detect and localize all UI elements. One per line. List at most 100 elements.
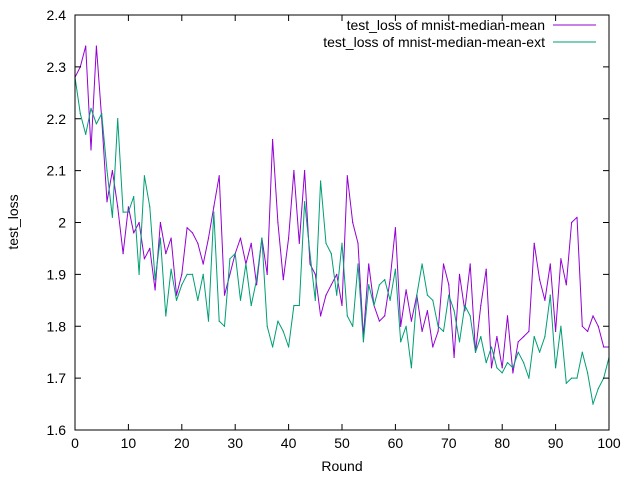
data-point bbox=[175, 294, 178, 296]
data-point bbox=[533, 336, 535, 338]
data-point bbox=[111, 170, 113, 172]
data-point bbox=[325, 242, 327, 244]
data-point bbox=[138, 273, 140, 275]
data-point bbox=[539, 351, 541, 353]
data-point bbox=[229, 273, 231, 275]
data-point bbox=[175, 299, 178, 301]
data-point bbox=[426, 294, 428, 296]
data-point bbox=[261, 237, 263, 239]
data-point bbox=[117, 118, 119, 120]
data-point bbox=[330, 284, 332, 286]
data-point bbox=[90, 149, 92, 151]
data-point bbox=[448, 294, 450, 296]
data-point bbox=[298, 304, 300, 307]
y-axis-label: test_loss bbox=[5, 194, 21, 249]
data-point bbox=[394, 227, 396, 229]
data-point bbox=[581, 351, 583, 353]
data-point bbox=[517, 341, 519, 343]
x-tick-label: 80 bbox=[494, 435, 510, 451]
data-point bbox=[501, 372, 503, 374]
data-point bbox=[389, 299, 391, 301]
data-point bbox=[587, 372, 589, 374]
y-tick-label: 1.9 bbox=[47, 266, 67, 282]
data-point bbox=[437, 325, 439, 327]
data-point bbox=[181, 284, 183, 286]
y-tick-label: 1.7 bbox=[47, 370, 67, 386]
data-point bbox=[149, 206, 151, 208]
x-tick-label: 90 bbox=[548, 435, 564, 451]
y-tick-label: 1.8 bbox=[47, 318, 67, 334]
data-point bbox=[272, 138, 274, 141]
data-point bbox=[394, 268, 396, 270]
data-point bbox=[490, 367, 493, 369]
plot-border bbox=[74, 14, 610, 431]
data-point bbox=[565, 382, 567, 384]
data-point bbox=[256, 284, 258, 286]
data-point bbox=[266, 325, 268, 327]
data-point bbox=[101, 113, 103, 115]
data-point bbox=[373, 304, 375, 307]
data-point bbox=[426, 310, 428, 312]
data-point bbox=[539, 279, 541, 281]
data-point bbox=[223, 325, 226, 327]
data-point bbox=[336, 273, 338, 275]
data-point bbox=[458, 273, 461, 275]
data-point bbox=[592, 315, 594, 317]
data-point bbox=[320, 180, 322, 182]
y-tick-label: 2 bbox=[58, 215, 66, 231]
data-point bbox=[106, 201, 108, 203]
data-point bbox=[239, 237, 242, 239]
data-point bbox=[256, 279, 258, 281]
data-point bbox=[469, 315, 471, 317]
data-point bbox=[389, 279, 391, 281]
data-point bbox=[357, 263, 359, 265]
data-point bbox=[165, 253, 167, 255]
data-point bbox=[384, 279, 386, 281]
axis-labels: Round test_loss bbox=[5, 194, 363, 474]
data-point bbox=[442, 263, 445, 265]
data-point bbox=[421, 263, 423, 265]
data-point bbox=[437, 330, 439, 332]
data-point bbox=[181, 273, 183, 275]
data-point bbox=[405, 289, 407, 291]
data-point bbox=[191, 232, 194, 234]
data-point bbox=[352, 221, 354, 224]
data-point bbox=[421, 330, 423, 332]
data-point bbox=[266, 273, 268, 275]
data-point bbox=[544, 336, 546, 338]
data-point bbox=[400, 341, 402, 343]
x-tick-label: 60 bbox=[388, 435, 404, 451]
data-point bbox=[544, 299, 546, 301]
data-point bbox=[571, 221, 573, 224]
data-point bbox=[234, 253, 236, 255]
data-point bbox=[368, 263, 370, 265]
data-point bbox=[528, 377, 530, 379]
data-point bbox=[314, 299, 316, 301]
data-point bbox=[448, 284, 450, 286]
x-tick-label: 50 bbox=[334, 435, 350, 451]
data-point bbox=[304, 201, 306, 203]
data-point bbox=[245, 263, 247, 265]
data-point bbox=[357, 242, 359, 244]
data-point bbox=[250, 304, 252, 307]
data-point bbox=[603, 346, 605, 348]
data-point bbox=[90, 107, 92, 109]
data-point bbox=[560, 258, 562, 260]
data-point bbox=[277, 221, 279, 224]
data-point bbox=[159, 237, 161, 239]
data-point bbox=[352, 325, 354, 327]
series-line-1 bbox=[74, 45, 609, 374]
data-point bbox=[197, 299, 199, 301]
data-point bbox=[133, 232, 135, 234]
data-point bbox=[127, 211, 129, 213]
data-point bbox=[213, 211, 215, 213]
data-point bbox=[555, 330, 557, 332]
data-point bbox=[207, 320, 210, 322]
data-point bbox=[587, 330, 589, 332]
data-point bbox=[309, 253, 311, 255]
data-point bbox=[576, 216, 578, 218]
data-point bbox=[346, 175, 348, 177]
data-point bbox=[512, 367, 514, 369]
data-point bbox=[496, 367, 498, 369]
data-point bbox=[576, 377, 578, 379]
